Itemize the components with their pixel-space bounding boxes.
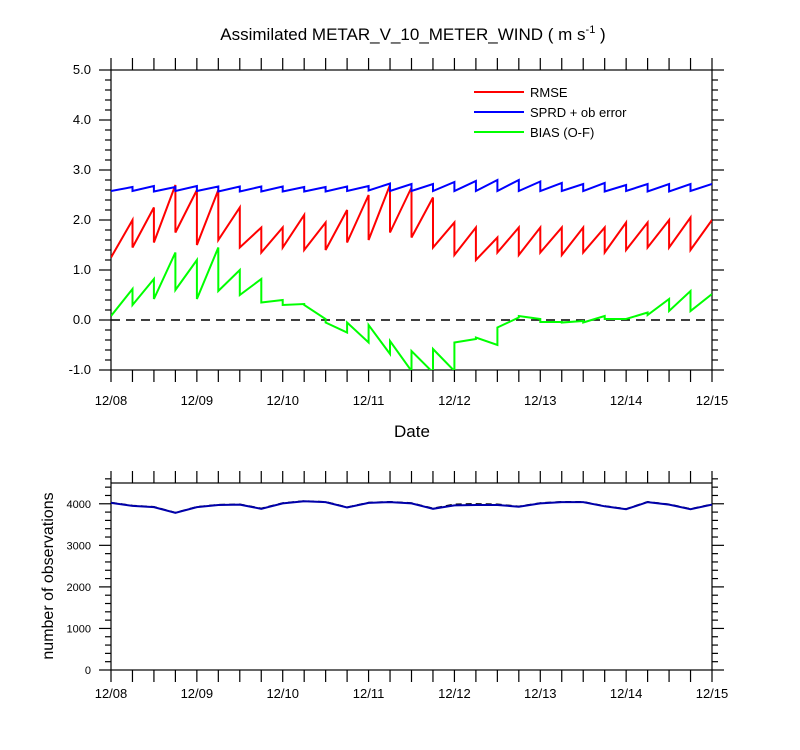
bottom-x-tick-labels: 12/08 12/09 12/10 12/11 12/12 12/13 12/14 12/15: [95, 686, 729, 701]
top-ticks: [99, 58, 724, 382]
bottom-x-tick-label: 12/09: [181, 686, 214, 701]
top-y-tick-label: 5.0: [73, 62, 91, 77]
top-x-tick-label: 12/15: [696, 393, 729, 408]
bottom-x-tick-label: 12/10: [266, 686, 299, 701]
top-x-tick-label: 12/08: [95, 393, 128, 408]
bottom-y-tick-label: 4000: [67, 499, 91, 511]
top-y-tick-labels: -1.0 0.0 1.0 2.0 3.0 4.0 5.0: [69, 62, 91, 377]
chart-title-superscript: -1: [586, 24, 596, 36]
chart-title: Assimilated METAR_V_10_METER_WIND ( m s-…: [220, 24, 605, 44]
bottom-y-tick-label: 0: [85, 665, 91, 677]
top-x-tick-label: 12/11: [353, 393, 385, 408]
top-x-tick-label: 12/12: [438, 393, 471, 408]
bottom-x-tick-label: 12/12: [438, 686, 471, 701]
top-x-tick-label: 12/09: [181, 393, 214, 408]
bottom-y-tick-label: 3000: [67, 540, 91, 552]
bottom-x-tick-label: 12/14: [610, 686, 643, 701]
legend: RMSE SPRD + ob error BIAS (O-F): [474, 85, 627, 140]
y-axis-label: number of observations: [40, 492, 57, 659]
top-y-tick-label: 2.0: [73, 212, 91, 227]
top-y-tick-label: -1.0: [69, 362, 91, 377]
top-y-tick-label: 0.0: [73, 312, 91, 327]
bottom-y-tick-label: 2000: [67, 582, 91, 594]
top-x-tick-label: 12/13: [524, 393, 557, 408]
top-x-tick-labels: 12/08 12/09 12/10 12/11 12/12 12/13 12/14 12/15: [95, 393, 729, 408]
bottom-x-tick-label: 12/15: [696, 686, 729, 701]
top-y-tick-label: 1.0: [73, 262, 91, 277]
top-chart: -1.00.01.02.03.04.05.0 12/08 12/09 12/10 12…: [69, 58, 729, 441]
bottom-ticks: [99, 471, 724, 682]
top-y-tick-label: 3.0: [73, 162, 91, 177]
top-series: [111, 178, 712, 370]
legend-label: BIAS (O-F): [530, 125, 594, 140]
chart-title-close: ): [595, 25, 605, 44]
bottom-plot-frame: [110, 482, 713, 671]
top-x-tick-label: 12/14: [610, 393, 643, 408]
bottom-series: [111, 500, 712, 514]
bottom-x-tick-label: 12/11: [353, 686, 385, 701]
chart-title-main: Assimilated METAR_V_10_METER_WIND ( m s: [220, 25, 585, 44]
bottom-x-tick-label: 12/13: [524, 686, 557, 701]
x-axis-label: Date: [394, 422, 430, 441]
series-line-rmse: [111, 184, 712, 263]
series-line-observations-assimilated: [111, 500, 712, 514]
legend-label: SPRD + ob error: [530, 105, 627, 120]
top-x-tick-label: 12/10: [266, 393, 299, 408]
bottom-x-tick-label: 12/08: [95, 686, 128, 701]
series-line-bias-o-f: [111, 247, 712, 370]
top-y-tick-label: 4.0: [73, 112, 91, 127]
legend-label: RMSE: [530, 85, 568, 100]
series-line-sprd-ob-error: [111, 178, 712, 193]
bottom-y-tick-label: 1000: [67, 623, 91, 635]
bottom-y-tick-labels: 0 1000 2000 3000 4000: [67, 499, 91, 677]
